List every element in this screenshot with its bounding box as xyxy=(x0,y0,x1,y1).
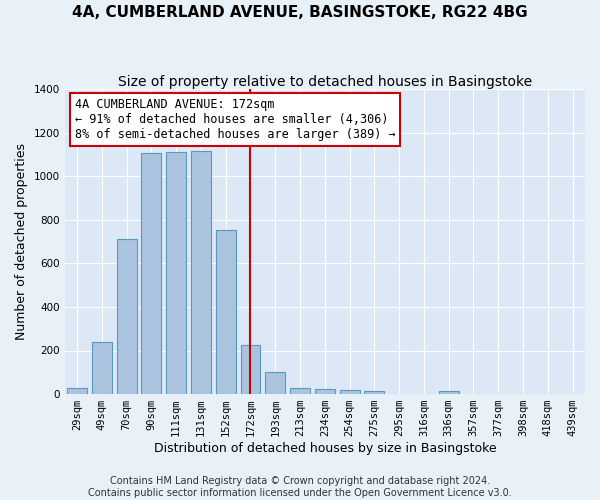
Title: Size of property relative to detached houses in Basingstoke: Size of property relative to detached ho… xyxy=(118,75,532,89)
Bar xyxy=(117,240,137,394)
Text: Contains HM Land Registry data © Crown copyright and database right 2024.
Contai: Contains HM Land Registry data © Crown c… xyxy=(88,476,512,498)
Bar xyxy=(216,230,236,394)
Bar xyxy=(439,392,458,394)
Bar xyxy=(340,390,359,394)
Bar xyxy=(67,388,87,394)
Bar xyxy=(315,390,335,394)
Bar xyxy=(265,372,285,394)
Bar xyxy=(290,388,310,394)
Bar xyxy=(364,392,385,394)
X-axis label: Distribution of detached houses by size in Basingstoke: Distribution of detached houses by size … xyxy=(154,442,496,455)
Text: 4A, CUMBERLAND AVENUE, BASINGSTOKE, RG22 4BG: 4A, CUMBERLAND AVENUE, BASINGSTOKE, RG22… xyxy=(72,5,528,20)
Bar xyxy=(142,154,161,394)
Bar xyxy=(191,151,211,394)
Text: 4A CUMBERLAND AVENUE: 172sqm
← 91% of detached houses are smaller (4,306)
8% of : 4A CUMBERLAND AVENUE: 172sqm ← 91% of de… xyxy=(75,98,395,141)
Bar xyxy=(166,152,186,394)
Y-axis label: Number of detached properties: Number of detached properties xyxy=(15,143,28,340)
Bar xyxy=(92,342,112,394)
Bar xyxy=(241,345,260,394)
